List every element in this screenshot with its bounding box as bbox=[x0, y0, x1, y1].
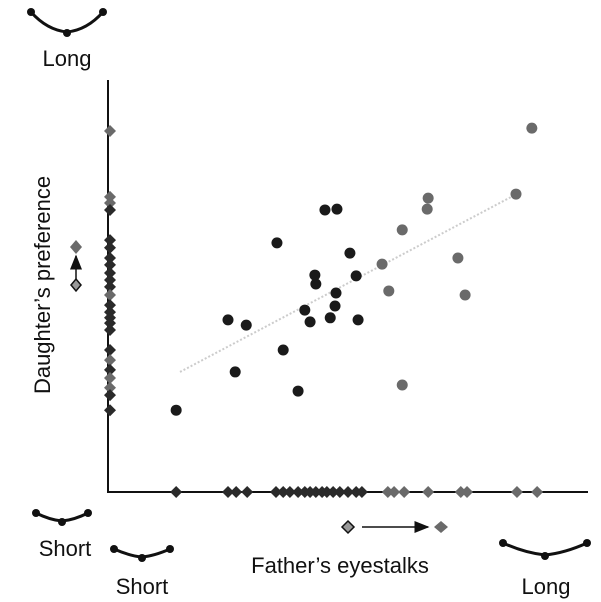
y-rug-marker bbox=[104, 404, 116, 416]
x-rug-marker bbox=[511, 486, 523, 498]
point bbox=[397, 224, 408, 235]
fly-icon-short bbox=[32, 509, 92, 526]
point bbox=[299, 305, 310, 316]
point bbox=[423, 193, 434, 204]
point bbox=[271, 237, 282, 248]
y-arrow bbox=[70, 240, 82, 291]
point bbox=[305, 316, 316, 327]
y-bottom-label: Short bbox=[39, 536, 92, 561]
fly-icon-long bbox=[499, 539, 591, 560]
chart: Long Daughter’s preference Short Short F… bbox=[0, 0, 601, 602]
point bbox=[377, 259, 388, 270]
fly-icon-short bbox=[110, 545, 174, 562]
x-axis-title: Father’s eyestalks bbox=[251, 553, 429, 578]
y-rug-marker bbox=[104, 125, 116, 137]
x-rug-marker bbox=[422, 486, 434, 498]
point bbox=[325, 312, 336, 323]
point bbox=[223, 314, 234, 325]
y-top-label: Long bbox=[43, 46, 92, 71]
point bbox=[230, 366, 241, 377]
point bbox=[278, 344, 289, 355]
point bbox=[353, 314, 364, 325]
point bbox=[241, 320, 252, 331]
point bbox=[331, 287, 342, 298]
point bbox=[526, 123, 537, 134]
x-rug-marker bbox=[241, 486, 253, 498]
point bbox=[330, 301, 341, 312]
trend-line bbox=[180, 195, 515, 372]
point bbox=[383, 285, 394, 296]
x-left-label: Short bbox=[116, 574, 169, 599]
point bbox=[310, 279, 321, 290]
point bbox=[351, 270, 362, 281]
point bbox=[293, 386, 304, 397]
point bbox=[319, 204, 330, 215]
x-right-label: Long bbox=[522, 574, 571, 599]
y-rug-marker bbox=[104, 204, 116, 216]
point bbox=[171, 405, 182, 416]
point bbox=[511, 189, 522, 200]
x-arrow bbox=[342, 521, 448, 533]
x-rug-marker bbox=[531, 486, 543, 498]
point bbox=[422, 204, 433, 215]
y-rug-marker bbox=[104, 324, 116, 336]
point bbox=[452, 252, 463, 263]
x-rug-marker bbox=[461, 486, 473, 498]
point bbox=[331, 204, 342, 215]
fly-icon-long bbox=[27, 8, 107, 37]
x-rug-marker bbox=[170, 486, 182, 498]
y-rug-marker bbox=[104, 389, 116, 401]
x-rug-marker bbox=[230, 486, 242, 498]
y-axis-title: Daughter’s preference bbox=[30, 176, 55, 394]
x-rug-marker bbox=[398, 486, 410, 498]
point bbox=[344, 248, 355, 259]
point bbox=[460, 290, 471, 301]
point bbox=[397, 379, 408, 390]
